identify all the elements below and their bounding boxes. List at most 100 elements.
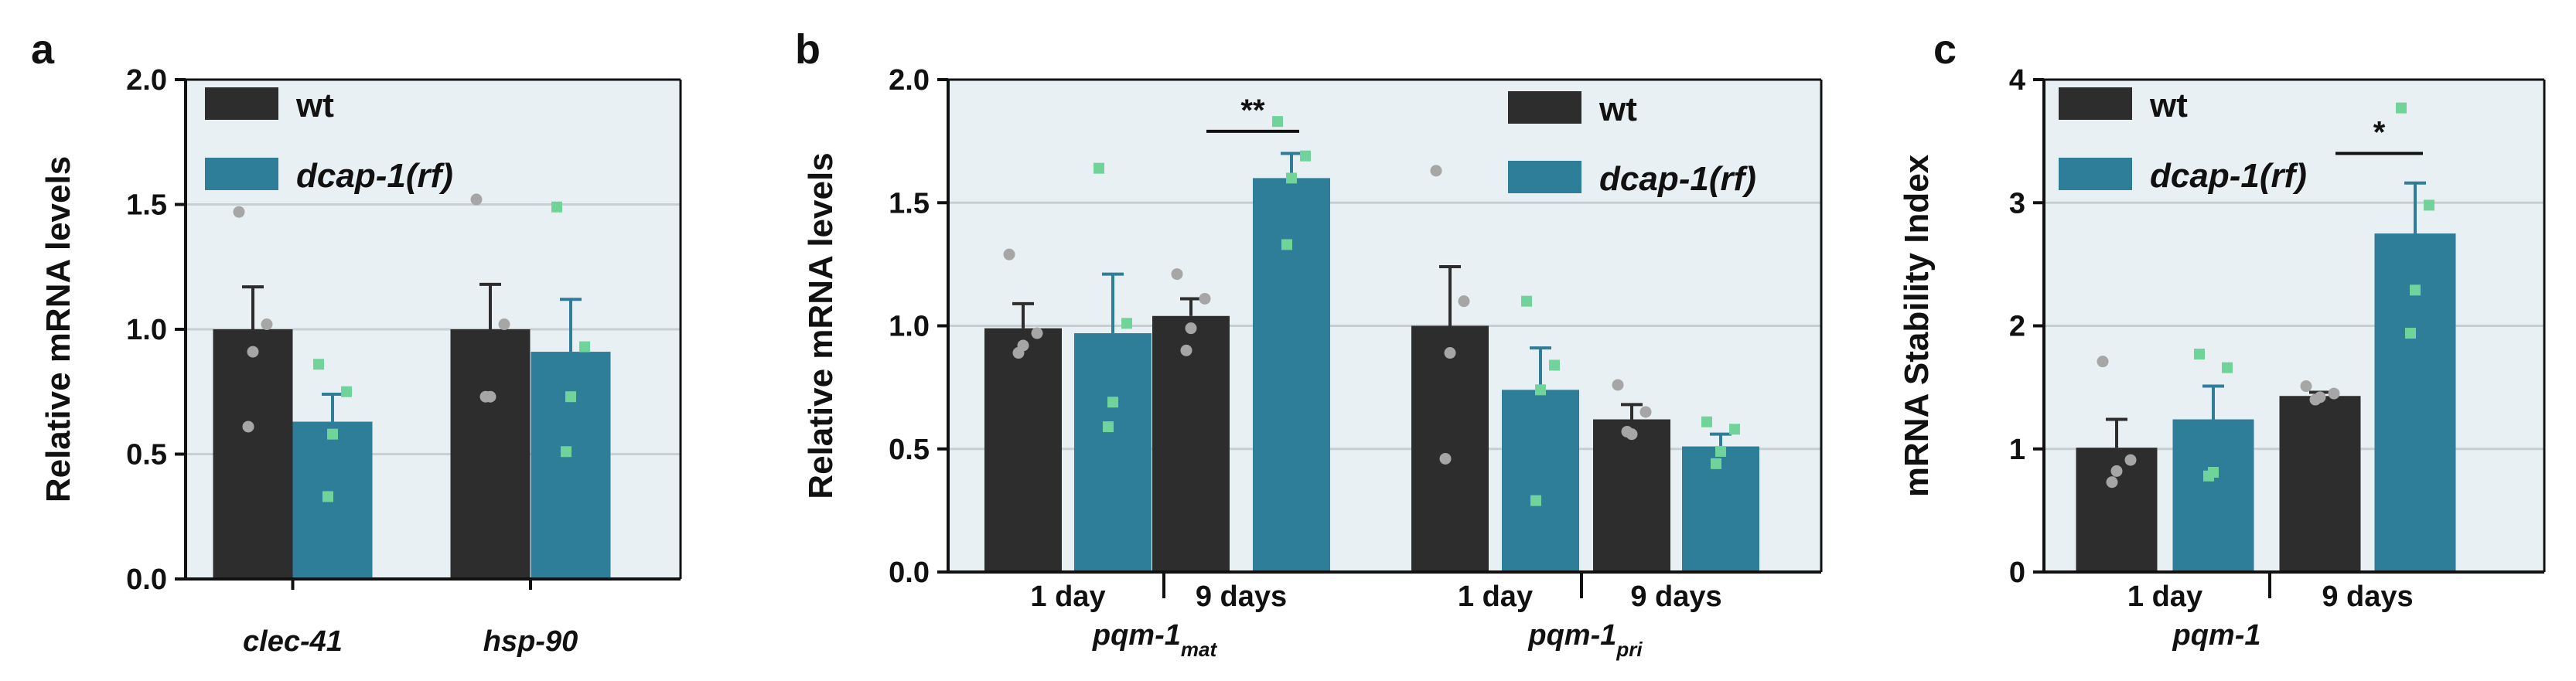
data-point-dcap-1: [1701, 416, 1712, 427]
panel-label: c: [1933, 26, 1957, 73]
data-point-wt: [1003, 248, 1015, 260]
x-category-label: 1 day: [2127, 581, 2202, 613]
y-tick-label: 2.0: [126, 64, 167, 97]
legend-label-wt: wt: [2149, 87, 2188, 124]
data-point-dcap-1: [313, 359, 324, 370]
data-point-dcap-1: [1729, 424, 1740, 435]
y-tick-label: 2.0: [889, 64, 930, 97]
legend-swatch-wt: [205, 87, 278, 120]
data-point-wt: [2124, 454, 2137, 466]
data-point-dcap-1: [1715, 445, 1726, 457]
bar-dcap-1-2: [2374, 233, 2456, 572]
data-point-wt: [1031, 327, 1043, 339]
data-point-dcap-1: [2194, 349, 2205, 360]
data-point-wt: [2328, 387, 2340, 400]
y-axis-label: Relative mRNA levels: [802, 152, 840, 499]
y-axis-label: mRNA Stability Index: [1898, 154, 1936, 497]
legend: wt dcap-1(rf): [2059, 87, 2307, 195]
y-tick-label: 4: [2009, 64, 2025, 97]
data-point-dcap-1: [2222, 362, 2233, 373]
data-point-dcap-1: [2396, 102, 2407, 114]
panel-b: 0.0 0.5 1.0 1.5 2.0 b Relative mRNA levels 1 da…: [795, 26, 1823, 661]
x-category-label: clec-41: [243, 625, 343, 658]
data-point-dcap-1: [1535, 384, 1546, 396]
data-point-wt: [1012, 347, 1025, 359]
data-point-wt: [2309, 393, 2322, 406]
data-point-dcap-1: [1286, 172, 1297, 184]
data-point-wt: [470, 193, 483, 206]
data-point-dcap-1: [565, 391, 576, 403]
data-point-dcap-1: [2410, 284, 2421, 296]
data-point-dcap-1: [1272, 116, 1283, 128]
bar-wt-2: [450, 329, 531, 579]
x-category-label: 9 days: [2322, 581, 2413, 613]
data-point-dcap-1: [2203, 470, 2214, 482]
bar-dcap-1-2: [1253, 178, 1330, 572]
legend-swatch-dcap-1: [205, 158, 278, 190]
data-point-wt: [1621, 425, 1633, 438]
data-point-dcap-1: [579, 341, 590, 352]
data-point-dcap-1: [2424, 199, 2434, 211]
legend-label-wt: wt: [1598, 90, 1637, 128]
panel-c: 0 1 2 3 4 c mRNA Stability Index 1 day 9 days pqm…: [1898, 26, 2546, 652]
data-point-wt: [242, 421, 254, 433]
y-tick-label: 1: [2009, 434, 2025, 466]
x-category-label: 1 day: [1030, 581, 1105, 613]
data-point-wt: [1444, 347, 1456, 359]
significance-marker: **: [1240, 94, 1265, 128]
data-point-dcap-1: [341, 386, 352, 397]
data-point-wt: [1185, 322, 1197, 335]
y-tick-label: 0.5: [126, 439, 167, 472]
y-tick-label: 0.0: [126, 564, 167, 596]
legend-swatch-wt: [1508, 91, 1581, 124]
bar-wt-1: [213, 329, 293, 579]
significance-marker: *: [2373, 116, 2386, 150]
panel-a: 0.0 0.5 1.0 1.5 2.0 a Relative mRNA levels clec…: [31, 26, 682, 658]
legend: wt dcap-1(rf): [1508, 90, 1756, 198]
legend-label-wt: wt: [295, 87, 334, 124]
x-category-label: 9 days: [1196, 581, 1287, 613]
bar-wt-2: [1152, 315, 1230, 572]
data-point-wt: [247, 346, 259, 358]
bar-dcap-1-2: [531, 352, 611, 579]
gene-label: pqm-1pri: [1527, 619, 1643, 661]
y-tick-label: 0.0: [889, 557, 930, 589]
data-point-dcap-1: [1549, 359, 1560, 371]
legend: wt dcap-1(rf): [205, 87, 453, 195]
data-point-dcap-1: [1711, 458, 1721, 469]
data-point-dcap-1: [1107, 397, 1118, 408]
data-point-dcap-1: [1521, 295, 1532, 307]
legend-label-dcap-1: dcap-1(rf): [2150, 157, 2307, 195]
data-point-dcap-1: [561, 446, 571, 458]
data-point-dcap-1: [327, 428, 338, 440]
y-tick-label: 2: [2009, 311, 2025, 343]
y-tick-label: 1.0: [126, 314, 167, 346]
legend-swatch-wt: [2059, 87, 2132, 120]
data-point-wt: [233, 206, 245, 218]
data-point-dcap-1: [2405, 328, 2416, 339]
legend-label-dcap-1: dcap-1(rf): [296, 157, 453, 195]
data-point-wt: [1639, 406, 1652, 418]
data-point-wt: [1612, 379, 1624, 391]
data-point-dcap-1: [322, 491, 333, 502]
panel-label: a: [31, 26, 55, 73]
y-tick-label: 0: [2009, 557, 2025, 589]
legend-swatch-dcap-1: [1508, 161, 1581, 193]
y-tick-label: 1.5: [126, 189, 167, 222]
y-tick-label: 1.5: [889, 187, 930, 220]
data-point-wt: [479, 390, 492, 403]
panel-label: b: [795, 26, 821, 73]
data-point-wt: [261, 318, 273, 331]
y-tick-label: 0.5: [889, 434, 930, 466]
legend-swatch-dcap-1: [2059, 158, 2132, 190]
data-point-dcap-1: [1281, 239, 1292, 250]
data-point-wt: [2110, 465, 2123, 477]
data-point-dcap-1: [551, 201, 562, 213]
data-point-wt: [1171, 268, 1183, 281]
data-point-dcap-1: [1300, 150, 1311, 162]
bar-wt-3: [1411, 325, 1489, 572]
bar-wt-4: [1593, 419, 1670, 572]
data-point-wt: [1430, 165, 1442, 177]
gene-label: pqm-1: [2172, 619, 2261, 652]
